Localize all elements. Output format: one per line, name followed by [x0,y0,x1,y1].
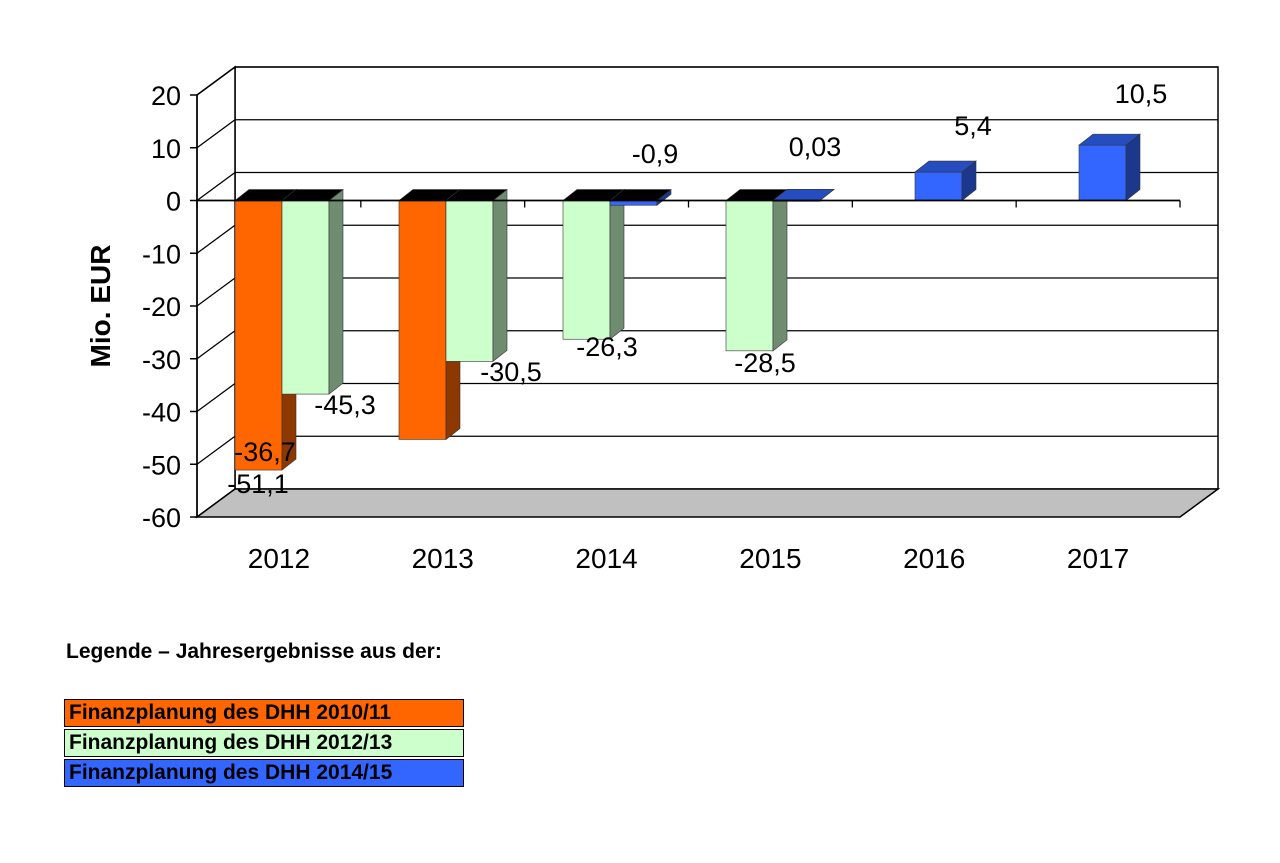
x-tick-label: 2017 [1067,543,1129,574]
bar-front [1078,144,1127,201]
y-axis-label: Mio. EUR [85,245,116,368]
bar-side [772,188,788,352]
gridline-side [196,382,236,413]
bar-front [234,200,283,471]
x-tick-label: 2016 [903,543,965,574]
y-tick-label: -60 [142,503,181,533]
data-label: 5,4 [954,111,992,141]
y-tick-label: 10 [151,134,181,164]
data-label: -51,1 [227,469,289,499]
gridline-side [196,330,236,360]
legend-title: Legende – Jahresergebnisse aus der: [66,640,442,663]
y-tick-label: 20 [151,81,181,111]
gridline-side [196,171,236,202]
y-tick-label: -20 [142,292,181,322]
data-labels: -51,1-36,7 -45,3 -30,5 -26,3 -0,9 -28,5 0,03 5,… [227,79,1167,499]
gridline-side [196,435,236,465]
y-tick-label: -50 [142,450,181,480]
x-tick-label: 2015 [739,543,801,574]
gridline-side [196,277,236,307]
data-label: -30,5 [480,357,542,387]
data-label: 0,03 [789,132,842,162]
data-label: 10,5 [1115,79,1168,109]
y-tick-label: 0 [166,187,181,217]
axes: 20 10 0 -10 -20 -30 -40 -50 -60 2012 2013 2014 2015 2… [142,81,1181,574]
legend: Finanzplanung des DHH 2010/11 Finanzplan… [64,699,464,789]
y-tick-label: -10 [142,239,181,269]
y-tick-label: -40 [142,398,181,428]
legend-item-2012-13: Finanzplanung des DHH 2012/13 [64,729,464,757]
data-label: -0,9 [632,139,679,169]
x-tick-label: 2014 [575,543,637,574]
bar-side [492,188,508,363]
gridline-side [196,66,236,96]
bar-front [445,200,494,362]
bar-front [914,171,963,201]
bar-front [562,200,611,340]
bar-side [1125,133,1141,202]
data-label: -36,7 [234,437,296,467]
data-label: -45,3 [314,390,376,420]
bar-top [1078,133,1141,146]
y-tick-label: -30 [142,345,181,375]
floor [194,488,1221,518]
x-tick-label: 2013 [412,543,474,574]
legend-item-2014-15: Finanzplanung des DHH 2014/15 [64,759,464,787]
plot-walls [194,65,1221,519]
bar-side [328,188,344,395]
x-tick-label: 2012 [248,543,310,574]
bar-front [398,200,447,440]
bar-side [609,188,625,340]
legend-item-2010-11: Finanzplanung des DHH 2010/11 [64,699,464,727]
data-label: -28,5 [734,348,796,378]
bar-chart: 20 10 0 -10 -20 -30 -40 -50 -60 2012 2013 2014 2015 2… [85,65,1221,574]
gridline-side [196,119,236,149]
bar-top [914,160,977,173]
bar-front [281,200,330,395]
gridline-side [196,224,236,254]
bar-front [725,200,774,352]
bars [234,133,1141,471]
data-label: -26,3 [576,332,638,362]
